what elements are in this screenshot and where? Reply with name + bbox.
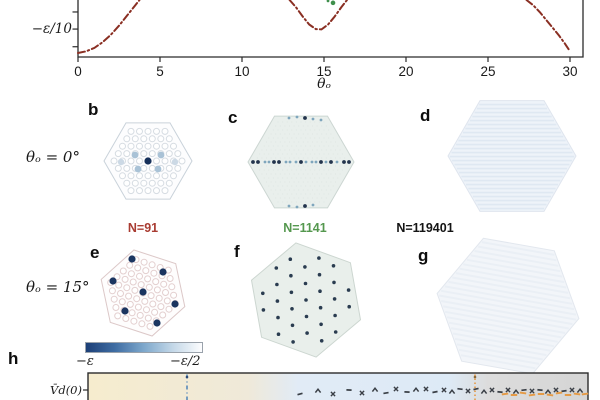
colorbar-min-label: −ε [76,354,94,369]
hex-panel-g [436,237,580,375]
count-label-n1141: N=1141 [283,221,327,235]
hex-panel-c [247,115,355,209]
panel-d-letter: d [420,106,431,125]
panel-a-xaxis-label: θₒ [317,76,331,92]
count-label-n91: N=91 [127,221,159,235]
hex-panel-f [250,242,362,358]
hex-panel-e [100,249,186,337]
row1-theta-label: θₒ = 0° [26,148,80,166]
panel-e-letter: e [90,243,100,262]
svg-text:0: 0 [74,64,82,79]
hex-panel-d [447,100,577,212]
svg-text:15: 15 [316,64,331,79]
svg-text:20: 20 [398,64,413,79]
svg-text:25: 25 [480,64,495,79]
panel-b-letter: b [88,100,99,119]
panel-f-letter: f [234,242,240,261]
panel-h-ytick-label: V̄d(0) [50,383,82,397]
colorbar-mid-label: −ε/2 [170,354,201,369]
hex-panel-b [103,122,193,200]
panel-c-letter: c [228,108,238,127]
panel-h-letter: h [8,349,19,368]
row2-theta-label: θₒ = 15° [26,278,90,296]
colorbar [85,342,203,353]
svg-text:10: 10 [234,64,249,79]
svg-text:5: 5 [156,64,164,79]
panel-g-letter: g [418,246,429,265]
panel-h-plot [83,372,589,400]
count-label-n119401: N=119401 [396,221,454,235]
panel-a-ytick-label: −ε/10 [31,21,72,37]
svg-text:30: 30 [562,64,577,79]
